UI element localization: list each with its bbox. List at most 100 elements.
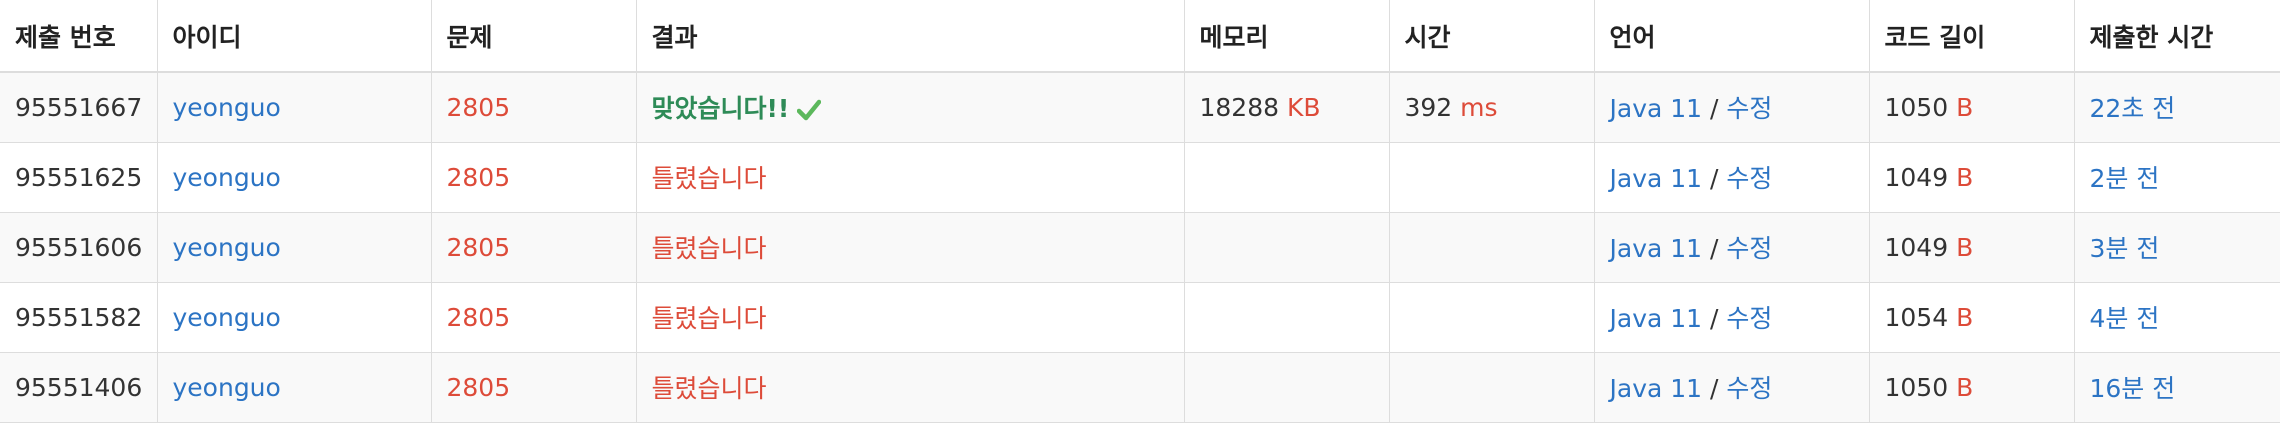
user-id-link[interactable]: yeonguo — [172, 92, 281, 122]
problem-link[interactable]: 2805 — [446, 372, 511, 402]
language-separator: / — [1702, 374, 1727, 403]
problem-link[interactable]: 2805 — [446, 92, 511, 122]
problem-cell: 2805 — [431, 72, 637, 143]
user-id-link[interactable]: yeonguo — [172, 372, 281, 402]
language-cell: Java 11 / 수정 — [1594, 72, 1870, 143]
header-problem: 문제 — [431, 0, 637, 73]
submitted-time-cell: 3분 전 — [2074, 212, 2280, 283]
check-icon — [797, 100, 822, 121]
problem-link[interactable]: 2805 — [446, 162, 511, 192]
problem-link[interactable]: 2805 — [446, 232, 511, 262]
user-id-link[interactable]: yeonguo — [172, 302, 281, 332]
result-cell: 틀렸습니다 — [636, 212, 1185, 283]
result-accepted: 맞았습니다!! — [651, 94, 790, 124]
code-length-value: 1049 — [1884, 162, 1949, 192]
time-cell — [1389, 352, 1595, 423]
edit-link[interactable]: 수정 — [1726, 374, 1773, 403]
language-cell: Java 11 / 수정 — [1594, 212, 1870, 283]
code-length-unit: B — [1956, 92, 1974, 122]
code-length-unit: B — [1956, 302, 1974, 332]
time-unit: ms — [1460, 92, 1498, 122]
code-length-value: 1050 — [1884, 92, 1949, 122]
result-cell: 맞았습니다!! — [636, 72, 1185, 143]
edit-link[interactable]: 수정 — [1726, 94, 1773, 124]
table-row: 95551667 yeonguo 2805 맞았습니다!! 18288 KB 3… — [0, 72, 2280, 143]
memory-cell — [1184, 282, 1390, 353]
memory-cell: 18288 KB — [1184, 72, 1390, 143]
code-length-unit: B — [1956, 232, 1974, 262]
submitted-time-link[interactable]: 16분 전 — [2089, 374, 2176, 403]
submitted-time-cell: 22초 전 — [2074, 72, 2280, 143]
result-wrong: 틀렸습니다 — [651, 374, 767, 403]
code-length-unit: B — [1956, 372, 1974, 402]
language-link[interactable]: Java 11 — [1609, 164, 1703, 193]
header-submitted-time: 제출한 시간 — [2074, 0, 2280, 73]
problem-link[interactable]: 2805 — [446, 302, 511, 332]
table-row: 95551606 yeonguo 2805 틀렸습니다 Java 11 / 수정… — [0, 212, 2280, 283]
language-cell: Java 11 / 수정 — [1594, 352, 1870, 423]
result-cell: 틀렸습니다 — [636, 282, 1185, 353]
code-length-unit: B — [1956, 162, 1974, 192]
code-length-cell: 1050 B — [1869, 352, 2075, 423]
table-row: 95551406 yeonguo 2805 틀렸습니다 Java 11 / 수정… — [0, 352, 2280, 423]
user-id-cell: yeonguo — [157, 72, 432, 143]
language-link[interactable]: Java 11 — [1609, 374, 1703, 403]
language-link[interactable]: Java 11 — [1609, 234, 1703, 263]
user-id-link[interactable]: yeonguo — [172, 232, 281, 262]
submission-id: 95551582 — [0, 282, 158, 353]
language-cell: Java 11 / 수정 — [1594, 142, 1870, 213]
header-user-id: 아이디 — [157, 0, 432, 73]
language-link[interactable]: Java 11 — [1609, 94, 1703, 124]
submitted-time-link[interactable]: 2분 전 — [2089, 164, 2160, 193]
header-code-length: 코드 길이 — [1869, 0, 2075, 73]
language-separator: / — [1702, 164, 1727, 193]
header-language: 언어 — [1594, 0, 1870, 73]
memory-cell — [1184, 352, 1390, 423]
problem-cell: 2805 — [431, 212, 637, 283]
code-length-cell: 1054 B — [1869, 282, 2075, 353]
submitted-time-link[interactable]: 22초 전 — [2089, 94, 2176, 124]
time-cell — [1389, 212, 1595, 283]
language-link[interactable]: Java 11 — [1609, 304, 1703, 333]
user-id-cell: yeonguo — [157, 142, 432, 213]
header-memory: 메모리 — [1184, 0, 1390, 73]
edit-link[interactable]: 수정 — [1726, 304, 1773, 333]
header-submission-id: 제출 번호 — [0, 0, 158, 73]
header-row: 제출 번호 아이디 문제 결과 메모리 시간 언어 코드 길이 제출한 시간 — [0, 0, 2280, 73]
submitted-time-cell: 16분 전 — [2074, 352, 2280, 423]
submitted-time-cell: 4분 전 — [2074, 282, 2280, 353]
edit-link[interactable]: 수정 — [1726, 164, 1773, 193]
result-wrong: 틀렸습니다 — [651, 304, 767, 333]
memory-cell — [1184, 142, 1390, 213]
submission-id: 95551625 — [0, 142, 158, 213]
submitted-time-link[interactable]: 3분 전 — [2089, 234, 2160, 263]
result-cell: 틀렸습니다 — [636, 352, 1185, 423]
user-id-cell: yeonguo — [157, 282, 432, 353]
code-length-cell: 1049 B — [1869, 212, 2075, 283]
submitted-time-cell: 2분 전 — [2074, 142, 2280, 213]
submission-id: 95551667 — [0, 72, 158, 143]
user-id-cell: yeonguo — [157, 352, 432, 423]
memory-unit: KB — [1286, 92, 1321, 122]
time-cell: 392 ms — [1389, 72, 1595, 143]
code-length-value: 1050 — [1884, 372, 1949, 402]
time-cell — [1389, 282, 1595, 353]
edit-link[interactable]: 수정 — [1726, 234, 1773, 263]
language-cell: Java 11 / 수정 — [1594, 282, 1870, 353]
time-value: 392 — [1404, 92, 1453, 122]
result-cell: 틀렸습니다 — [636, 142, 1185, 213]
status-table: 제출 번호 아이디 문제 결과 메모리 시간 언어 코드 길이 제출한 시간 9… — [0, 0, 2280, 423]
table-row: 95551582 yeonguo 2805 틀렸습니다 Java 11 / 수정… — [0, 282, 2280, 353]
submission-id: 95551406 — [0, 352, 158, 423]
result-wrong: 틀렸습니다 — [651, 234, 767, 263]
code-length-cell: 1050 B — [1869, 72, 2075, 143]
language-separator: / — [1702, 234, 1727, 263]
submitted-time-link[interactable]: 4분 전 — [2089, 304, 2160, 333]
language-separator: / — [1702, 94, 1727, 124]
user-id-link[interactable]: yeonguo — [172, 162, 281, 192]
problem-cell: 2805 — [431, 142, 637, 213]
problem-cell: 2805 — [431, 282, 637, 353]
code-length-value: 1049 — [1884, 232, 1949, 262]
code-length-cell: 1049 B — [1869, 142, 2075, 213]
code-length-value: 1054 — [1884, 302, 1949, 332]
